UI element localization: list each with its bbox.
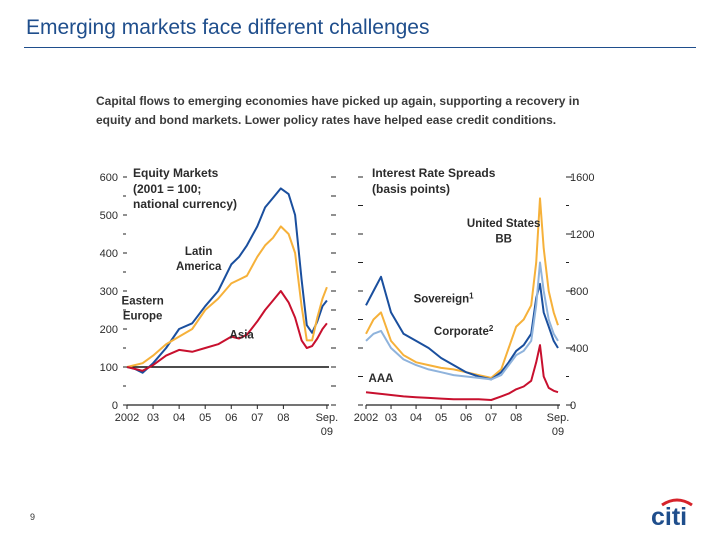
series-annotation: AAA — [369, 373, 394, 385]
x-tick-label: Sep. — [547, 412, 570, 424]
series-annotation: United States — [467, 218, 541, 230]
x-tick-label: 03 — [147, 412, 159, 424]
series-annotation: Corporate2 — [434, 324, 494, 338]
footnote-marker: 1 — [469, 291, 474, 300]
y-tick-label: 100 — [100, 362, 118, 374]
title-divider — [24, 47, 696, 48]
figure-caption: Capital flows to emerging economies have… — [96, 94, 580, 127]
citi-logo: citi — [651, 498, 693, 528]
y-tick-label: 400 — [100, 248, 118, 260]
x-tick-label: 06 — [460, 412, 472, 424]
chart-title: Equity Markets — [133, 166, 219, 180]
x-tick-label: 03 — [385, 412, 397, 424]
series-annotation: Asia — [230, 330, 255, 342]
page-number: 9 — [30, 512, 36, 522]
x-tick-label: 08 — [277, 412, 289, 424]
y-tick-label: 400 — [570, 343, 588, 355]
series-annotation: Eastern — [122, 295, 164, 307]
series-line-eastern-europe — [126, 225, 328, 368]
x-tick-label: 2002 — [354, 412, 378, 424]
y-tick-label: 200 — [100, 324, 118, 336]
series-annotation: Sovereign1 — [414, 291, 475, 305]
y-tick-label: 600 — [100, 172, 118, 184]
y-tick-label: 300 — [100, 286, 118, 298]
y-tick-label: 1600 — [570, 172, 594, 184]
y-tick-label: 1200 — [570, 229, 594, 241]
chart-panel-1: 0 100 200 300 400 500 600 2002 03 04 05 06 07 08 Sep. 0… — [100, 166, 339, 438]
series-line-aaa — [365, 344, 559, 401]
y-tick-label: 0 — [112, 400, 118, 412]
y-tick-label: 500 — [100, 210, 118, 222]
slide-title: Emerging markets face different challeng… — [26, 16, 430, 39]
chart-subtitle: (2001 = 100; — [133, 182, 201, 196]
citi-logo-text: citi — [651, 503, 687, 528]
x-tick-label: 08 — [510, 412, 522, 424]
x-tick-label: 07 — [485, 412, 497, 424]
chart-title: Interest Rate Spreads — [372, 166, 496, 180]
x-tick-label: 06 — [225, 412, 237, 424]
x-tick-label: 04 — [410, 412, 422, 424]
y-tick-label: 800 — [570, 286, 588, 298]
footnote-marker: 2 — [489, 324, 494, 333]
x-tick-sublabel: 09 — [552, 426, 564, 438]
citi-logo-arc — [661, 498, 693, 507]
x-tick-label: 2002 — [115, 412, 139, 424]
x-tick-label: 05 — [199, 412, 211, 424]
x-tick-label: Sep. — [316, 412, 339, 424]
series-annotation: Latin — [185, 246, 212, 258]
series-line-corporate — [365, 261, 559, 381]
x-tick-label: 04 — [173, 412, 185, 424]
x-tick-label: 05 — [435, 412, 447, 424]
chart-panel-2: 0 400 800 1200 1600 2002 03 04 05 06 07 08 Sep. 09 Int… — [354, 166, 595, 438]
y-tick-label: 0 — [570, 400, 576, 412]
series-line-us-bb — [365, 197, 559, 379]
series-annotation: Europe — [123, 311, 163, 323]
series-annotation: BB — [495, 234, 512, 246]
x-tick-label: 07 — [251, 412, 263, 424]
chart-subtitle: (basis points) — [372, 182, 450, 196]
series-line-asia — [126, 290, 328, 372]
chart-subtitle: national currency) — [133, 197, 237, 211]
series-annotation: America — [176, 261, 222, 273]
x-tick-sublabel: 09 — [321, 426, 333, 438]
series-line-latin-america — [126, 187, 328, 374]
